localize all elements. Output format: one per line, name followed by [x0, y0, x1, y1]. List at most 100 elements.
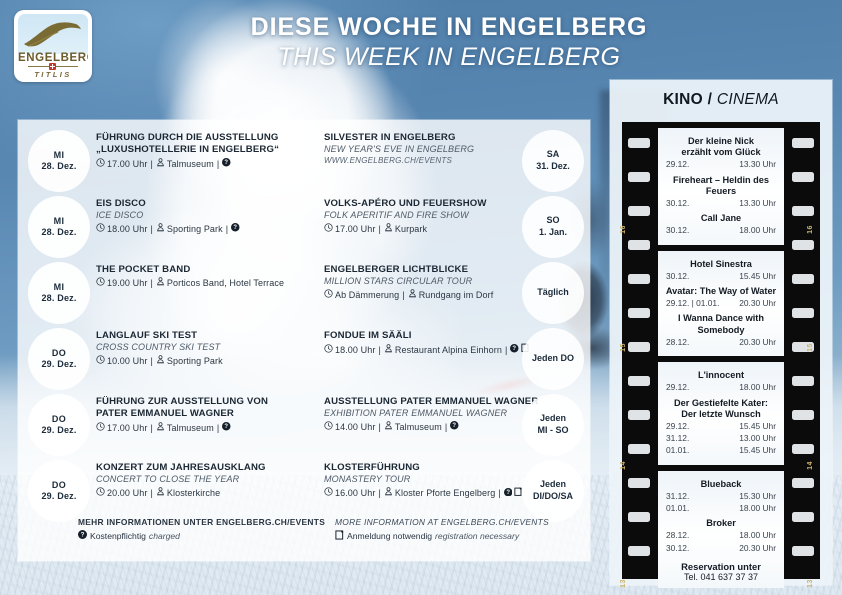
event-text: ENGELBERGER LICHTBLICKE MILLION STARS CIR… [324, 264, 590, 301]
engelberg-titlis-logo[interactable]: ENGELBERG TITLIS [14, 10, 92, 82]
clock-icon [96, 487, 105, 500]
logo-inner: ENGELBERG TITLIS [18, 14, 88, 78]
movie-entry[interactable]: Call Jane 30.12. 18.00 Uhr [665, 213, 777, 236]
event-place: Rundgang im Dorf [418, 289, 494, 300]
movie-showing: 29.12. 18.00 Uhr [665, 381, 777, 393]
event-subtitle: FOLK APERITIF AND FIRE SHOW [324, 210, 469, 221]
event-meta: 17.00 Uhr | Kurpark [324, 223, 590, 236]
event-row[interactable]: DO 29. Dez. LANGLAUF SKI TEST CROSS COUNTRY… [28, 326, 318, 392]
recurrence-line2: 1. Jan. [538, 227, 567, 237]
event-time: Ab Dämmerung [335, 289, 400, 300]
event-text: KLOSTERFÜHRUNG MONASTERY TOUR 16.00 Uhr | Kl… [324, 462, 590, 500]
event-title-line2: „LUXUSHOTELLERIE IN ENGELBERG“ [96, 144, 280, 156]
film-frame-number: 15 [619, 343, 627, 352]
badge-weekday: DO [51, 413, 67, 424]
event-meta: 17.00 Uhr | Talmuseum |? [96, 421, 318, 435]
event-place: Klosterkirche [166, 487, 221, 498]
event-place: Sporting Park [166, 223, 223, 234]
film-perforation [792, 376, 814, 386]
event-time: 18.00 Uhr [335, 344, 376, 355]
charged-icon: ? [222, 158, 231, 171]
event-row[interactable]: DO 29. Dez. FÜHRUNG ZUR AUSSTELLUNG VON PAT… [28, 392, 318, 458]
registration-de: Anmeldung notwendig [347, 531, 433, 541]
film-perforation [792, 546, 814, 556]
event-meta: 16.00 Uhr | Kloster Pforte Engelberg |? [324, 487, 590, 500]
movie-entry[interactable]: Fireheart – Heldin des Feuers 30.12. 13.30… [665, 175, 777, 210]
clock-icon [324, 223, 333, 236]
event-row[interactable]: DO 29. Dez. KONZERT ZUM JAHRESAUSKLANG CONC… [28, 458, 318, 524]
film-frame-number: 14 [619, 461, 627, 470]
event-text: VOLKS-APÉRO UND FEUERSHOW FOLK APERITIF A… [324, 198, 590, 235]
cinema-title-de: KINO [663, 91, 704, 108]
event-meta: Ab Dämmerung | Rundgang im Dorf [324, 289, 590, 302]
movie-entry[interactable]: Der kleine Nick erzählt vom Glück 29.12. 13… [665, 136, 777, 171]
movie-showing: 31.12. 13.00 Uhr [665, 432, 777, 444]
event-row[interactable]: AUSSTELLUNG PATER EMMANUEL WAGNER EXHIBIT… [318, 392, 590, 458]
showing-time: 15.45 Uhr [739, 270, 776, 281]
location-icon [156, 277, 165, 290]
svg-text:?: ? [234, 225, 238, 231]
event-place: Kurpark [394, 223, 428, 234]
movie-showing: 29.12. 15.45 Uhr [665, 420, 777, 432]
event-row[interactable]: VOLKS-APÉRO UND FEUERSHOW FOLK APERITIF A… [318, 194, 590, 260]
event-row[interactable]: MI 28. Dez. THE POCKET BAND 19.00 Uhr | Porti… [28, 260, 318, 326]
movie-showing: 30.12. 20.30 Uhr [665, 542, 777, 554]
movie-entry[interactable]: Broker 28.12. 18.00 Uhr 30.12. 20.30 Uhr [665, 518, 777, 554]
movie-entry[interactable]: Der Gestiefelte Kater: Der letzte Wunsch 2… [665, 398, 777, 457]
location-icon [156, 487, 165, 500]
recurrence-line1: SA [546, 149, 560, 160]
event-title: ENGELBERGER LICHTBLICKE [324, 264, 469, 275]
location-icon [156, 223, 165, 236]
event-text: FÜHRUNG ZUR AUSSTELLUNG VON PATER EMMANUE… [96, 396, 318, 434]
event-recurrence-badge: SO 1. Jan. [522, 196, 584, 258]
location-icon [156, 157, 165, 171]
film-frame-number: 16 [619, 225, 627, 234]
movie-entry[interactable]: L'innocent 29.12. 18.00 Uhr [665, 370, 777, 393]
logo-sub: TITLIS [34, 70, 72, 78]
event-row[interactable]: MI 28. Dez. FÜHRUNG DURCH DIE AUSSTELLUNG „… [28, 128, 318, 194]
event-recurrence-badge: Jeden DI/DO/SA [522, 460, 584, 522]
event-meta: 17.00 Uhr | Talmuseum |? [96, 157, 318, 171]
charged-icon: ? [231, 223, 240, 236]
showing-date: 30.12. [666, 198, 690, 209]
reservation-phone[interactable]: Tel. 041 637 37 37 [683, 571, 759, 582]
event-time: 17.00 Uhr [107, 422, 148, 433]
event-title: FÜHRUNG ZUR AUSSTELLUNG VON [96, 396, 269, 407]
badge-date: 29. Dez. [41, 491, 77, 501]
event-row[interactable]: SILVESTER IN ENGELBERG NEW YEAR'S EVE IN … [318, 128, 590, 194]
cinema-panel: KINO / CINEMA 16 15 14 13 Der kleine Nick er… [610, 80, 832, 588]
showing-date: 31.12. [666, 433, 690, 444]
showing-time: 20.30 Uhr [739, 298, 776, 309]
more-info-de: MEHR INFORMATIONEN UNTER ENGELBERG.CH/EV… [78, 517, 326, 527]
swiss-cross-icon [49, 63, 56, 70]
reservation-block: Reservation unter Tel. 041 637 37 37 [665, 561, 777, 582]
charged-de: Kostenpflichtig [90, 530, 146, 541]
showing-date: 30.12. [666, 270, 690, 281]
film-frame-number: 14 [806, 461, 814, 470]
recurrence-line2: 31. Dez. [536, 161, 570, 171]
clock-icon [96, 157, 105, 171]
event-row[interactable]: ENGELBERGER LICHTBLICKE MILLION STARS CIR… [318, 260, 590, 326]
recurrence-line1: Jeden [539, 413, 566, 424]
movie-title: Broker [706, 518, 736, 529]
film-perforation [792, 240, 814, 250]
event-row[interactable]: FONDUE IM SÄÄLI 18.00 Uhr | Restaurant Alpi… [318, 326, 590, 392]
event-row[interactable]: MI 28. Dez. EIS DISCO ICE DISCO 18.00 Uhr | Sp… [28, 194, 318, 260]
charged-icon: ? [503, 487, 513, 500]
movie-title: I Wanna Dance with Somebody [678, 313, 764, 335]
movie-entry[interactable]: Blueback 31.12. 15.30 Uhr 01.01. 18.00 Uhr [665, 479, 777, 515]
film-perforation [628, 444, 650, 454]
movie-entry[interactable]: Hotel Sinestra 30.12. 15.45 Uhr [665, 259, 777, 282]
charged-legend: ? Kostenpflichtig charged [78, 530, 325, 541]
event-text: EIS DISCO ICE DISCO 18.00 Uhr | Sporting Par… [96, 198, 318, 235]
location-icon [384, 487, 393, 500]
legend-english: MORE INFORMATION AT ENGELBERG.CH/EVENTS … [335, 517, 549, 542]
movie-title: L'innocent [697, 370, 745, 381]
movie-showing: 30.12. 13.30 Uhr [665, 197, 777, 209]
badge-date: 28. Dez. [41, 293, 77, 303]
movie-entry[interactable]: I Wanna Dance with Somebody 28.12. 20.30 Uh… [665, 313, 777, 348]
movie-entry[interactable]: Avatar: The Way of Water 29.12. | 01.01. 2… [665, 286, 777, 309]
showing-date: 29.12. [666, 382, 690, 393]
event-row[interactable]: KLOSTERFÜHRUNG MONASTERY TOUR 16.00 Uhr | Kl… [318, 458, 590, 524]
movie-showing: 28.12. 18.00 Uhr [665, 529, 777, 541]
